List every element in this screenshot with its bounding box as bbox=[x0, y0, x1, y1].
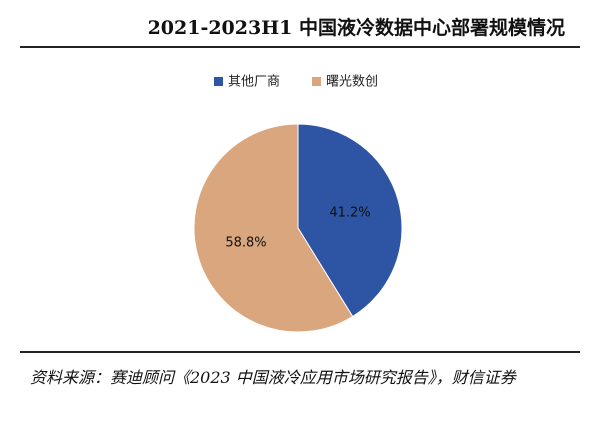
pie-slice bbox=[193, 123, 354, 333]
source-note: 资料来源：赛迪顾问《2023 中国液冷应用市场研究报告》，财信证券 bbox=[30, 368, 516, 387]
legend-swatch bbox=[312, 77, 321, 86]
legend-swatch bbox=[214, 77, 223, 86]
chart-title: 2021-2023H1 中国液冷数据中心部署规模情况 bbox=[148, 16, 565, 39]
value-label: 58.8% bbox=[225, 235, 266, 250]
pie-slice bbox=[297, 123, 403, 318]
value-label: 41.2% bbox=[329, 206, 370, 221]
legend-label: 其他厂商 bbox=[228, 75, 280, 90]
legend-label: 曙光数创 bbox=[326, 75, 378, 90]
